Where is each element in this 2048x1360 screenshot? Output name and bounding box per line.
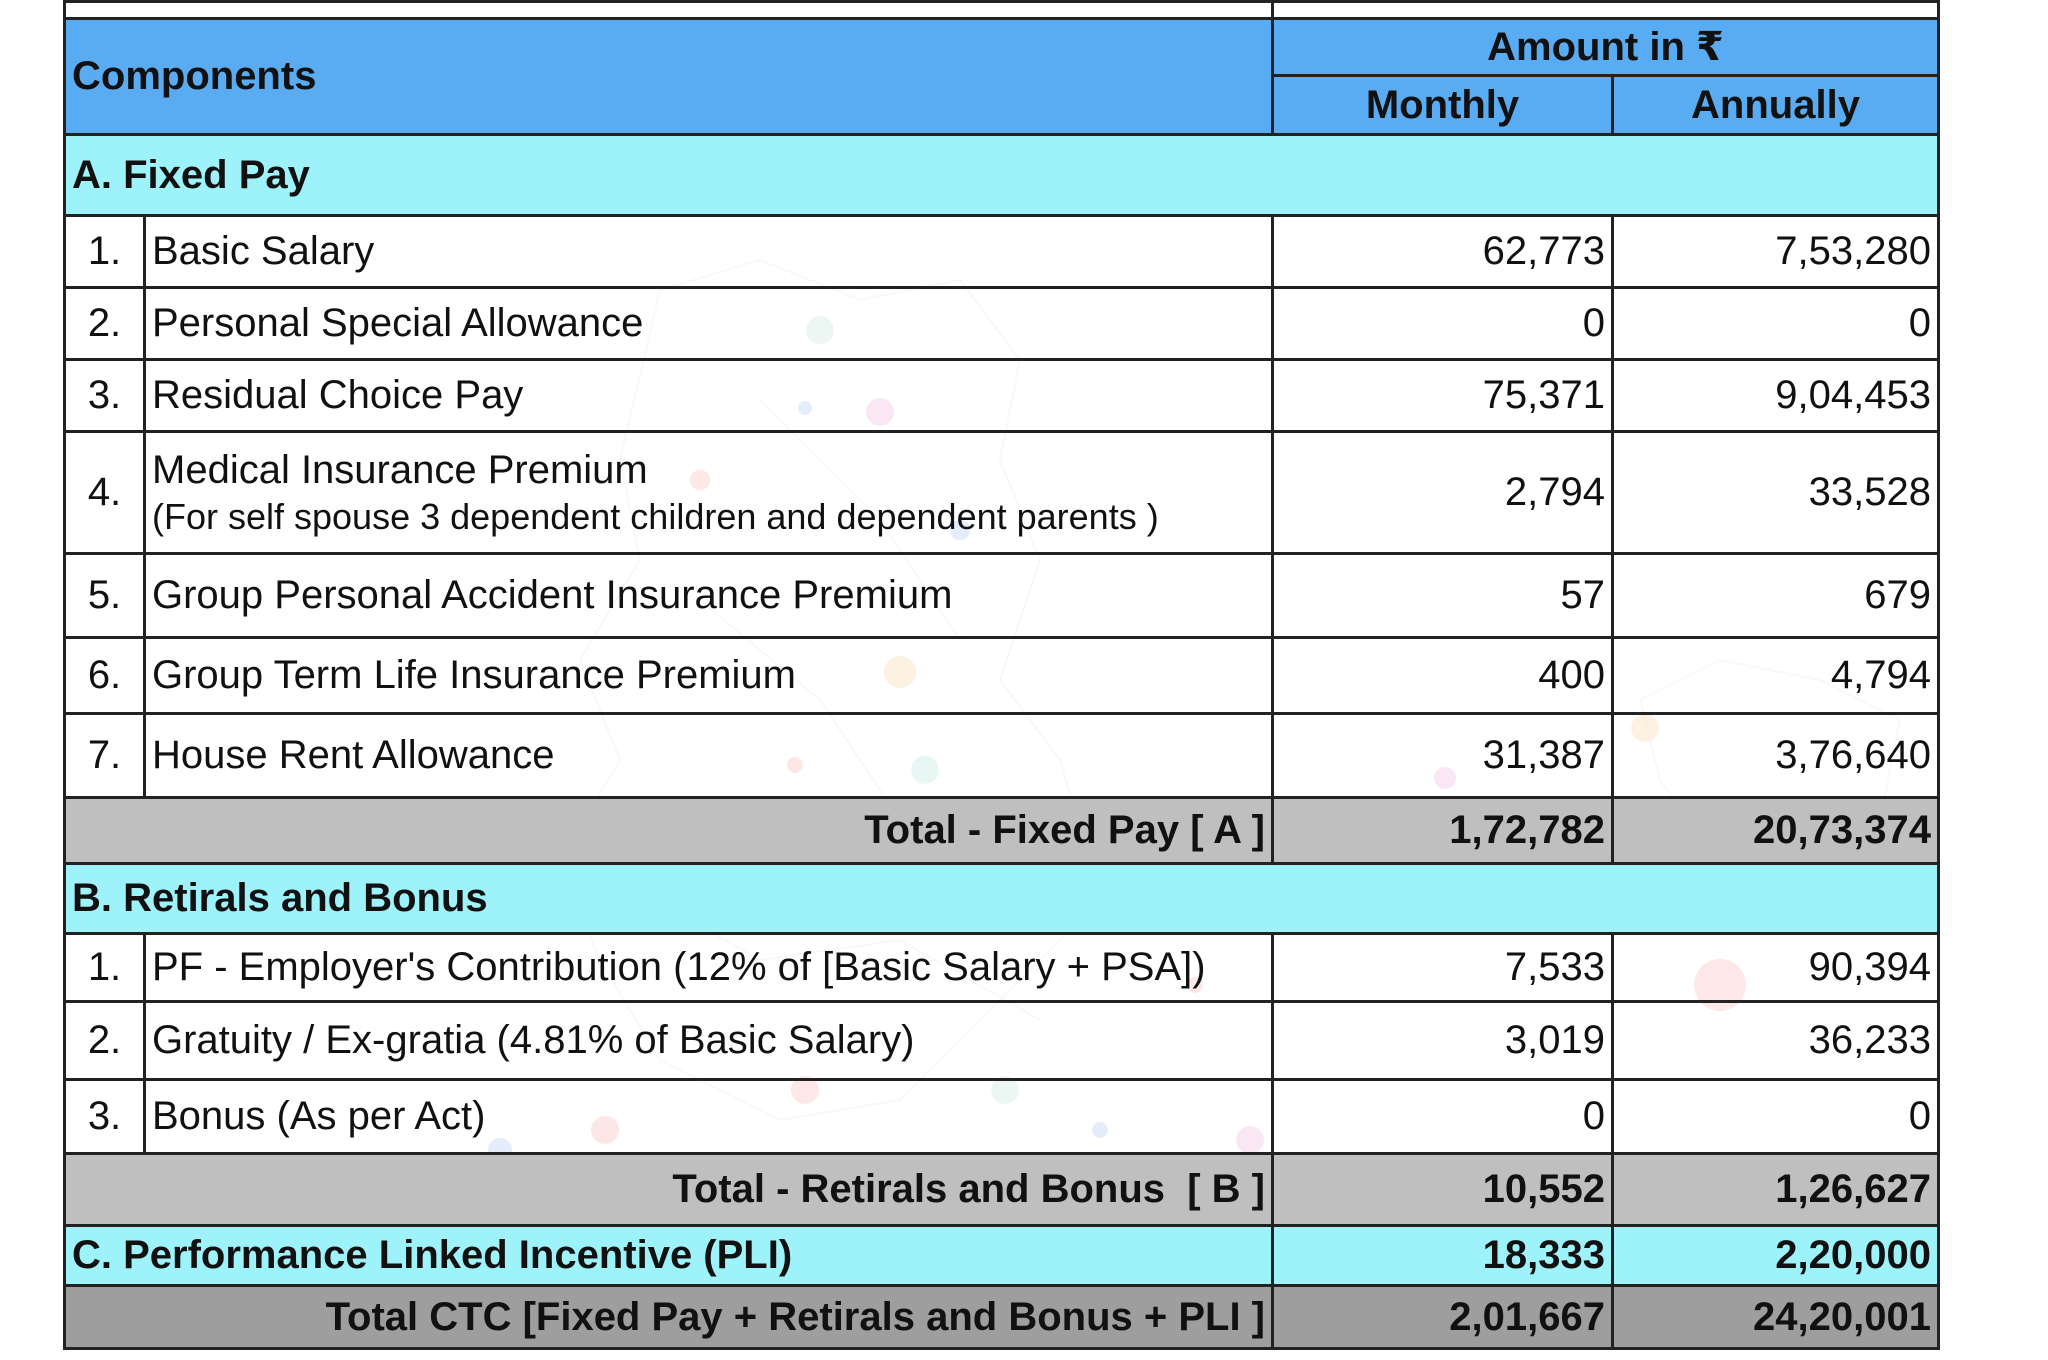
row-annually: 33,528 [1611,430,1940,555]
total-annually: 20,73,374 [1611,796,1940,865]
row-number: 1. [63,214,146,289]
grand-total-row: Total CTC [Fixed Pay + Retirals and Bonu… [63,1284,1940,1350]
header-monthly: Monthly [1271,74,1614,136]
row-number: 7. [63,712,146,799]
header-annually: Annually [1611,74,1940,136]
row-monthly: 7,533 [1271,932,1614,1003]
row-monthly: 3,019 [1271,1000,1614,1081]
total-monthly: 10,552 [1271,1152,1614,1227]
row-label: PF - Employer's Contribution (12% of [Ba… [143,932,1274,1003]
row-number: 1. [63,932,146,1003]
section-fixed-pay: A. Fixed Pay [63,133,1940,217]
row-monthly: 62,773 [1271,214,1614,289]
row-label: Medical Insurance Premium [152,447,648,492]
row-annually: 9,04,453 [1611,358,1940,433]
row-number: 2. [63,286,146,361]
row-monthly: 0 [1271,1078,1614,1155]
table-row: 3. Bonus (As per Act) 0 0 [63,1078,1940,1155]
total-fixed-pay-row: Total - Fixed Pay [ A ] 1,72,782 20,73,3… [63,796,1940,865]
header-row-2: Monthly Annually [65,74,1940,136]
table-row: 2. Gratuity / Ex-gratia (4.81% of Basic … [63,1000,1940,1081]
row-number: 4. [63,430,146,555]
header-row-1: Components Amount in ₹ [63,17,1940,136]
table-row: 3. Residual Choice Pay 75,371 9,04,453 [63,358,1940,433]
header-amount: Amount in ₹ [1271,17,1940,77]
row-label: Residual Choice Pay [143,358,1274,433]
row-number: 5. [63,552,146,639]
grand-total-annually: 24,20,001 [1611,1284,1940,1350]
row-label: Gratuity / Ex-gratia (4.81% of Basic Sal… [143,1000,1274,1081]
row-annually: 3,76,640 [1611,712,1940,799]
table-row: 4. Medical Insurance Premium (For self s… [63,430,1940,555]
table-row: 7. House Rent Allowance 31,387 3,76,640 [63,712,1940,799]
section-retirals: B. Retirals and Bonus [63,862,1940,935]
row-number: 3. [63,358,146,433]
total-label: Total - Fixed Pay [ A ] [63,796,1274,865]
row-annually: 0 [1611,1078,1940,1155]
header-components: Components [63,17,1274,136]
grand-total-monthly: 2,01,667 [1271,1284,1614,1350]
pli-label: C. Performance Linked Incentive (PLI) [63,1224,1274,1287]
row-monthly: 2,794 [1271,430,1614,555]
row-monthly: 57 [1271,552,1614,639]
ctc-table: Components Amount in ₹ Monthly Annually … [63,0,1940,1350]
row-label: Group Term Life Insurance Premium [143,636,1274,715]
section-title: B. Retirals and Bonus [63,862,1940,935]
row-annually: 679 [1611,552,1940,639]
total-annually: 1,26,627 [1611,1152,1940,1227]
row-label: Group Personal Accident Insurance Premiu… [143,552,1274,639]
table-row: 5. Group Personal Accident Insurance Pre… [63,552,1940,639]
row-monthly: 75,371 [1271,358,1614,433]
row-annually: 0 [1611,286,1940,361]
table-top-strip [63,0,1940,19]
row-annually: 7,53,280 [1611,214,1940,289]
row-label: House Rent Allowance [143,712,1274,799]
row-number: 2. [63,1000,146,1081]
row-annually: 90,394 [1611,932,1940,1003]
pli-monthly: 18,333 [1271,1224,1614,1287]
total-label: Total - Retirals and Bonus [ B ] [63,1152,1274,1227]
row-number: 3. [63,1078,146,1155]
table-row: 6. Group Term Life Insurance Premium 400… [63,636,1940,715]
row-note: (For self spouse 3 dependent children an… [152,495,1159,537]
row-label: Bonus (As per Act) [143,1078,1274,1155]
pli-annually: 2,20,000 [1611,1224,1940,1287]
row-label: Basic Salary [143,214,1274,289]
pli-row: C. Performance Linked Incentive (PLI) 18… [63,1224,1940,1287]
table-row: 1. Basic Salary 62,773 7,53,280 [63,214,1940,289]
row-monthly: 400 [1271,636,1614,715]
section-title: A. Fixed Pay [63,133,1940,217]
table-row: 1. PF - Employer's Contribution (12% of … [63,932,1940,1003]
table-row: 2. Personal Special Allowance 0 0 [63,286,1940,361]
total-monthly: 1,72,782 [1271,796,1614,865]
row-label: Personal Special Allowance [143,286,1274,361]
row-annually: 4,794 [1611,636,1940,715]
grand-total-label: Total CTC [Fixed Pay + Retirals and Bonu… [63,1284,1274,1350]
row-number: 6. [63,636,146,715]
row-monthly: 31,387 [1271,712,1614,799]
total-retirals-row: Total - Retirals and Bonus [ B ] 10,552 … [63,1152,1940,1227]
row-label-cell: Medical Insurance Premium (For self spou… [143,430,1274,555]
row-monthly: 0 [1271,286,1614,361]
row-annually: 36,233 [1611,1000,1940,1081]
